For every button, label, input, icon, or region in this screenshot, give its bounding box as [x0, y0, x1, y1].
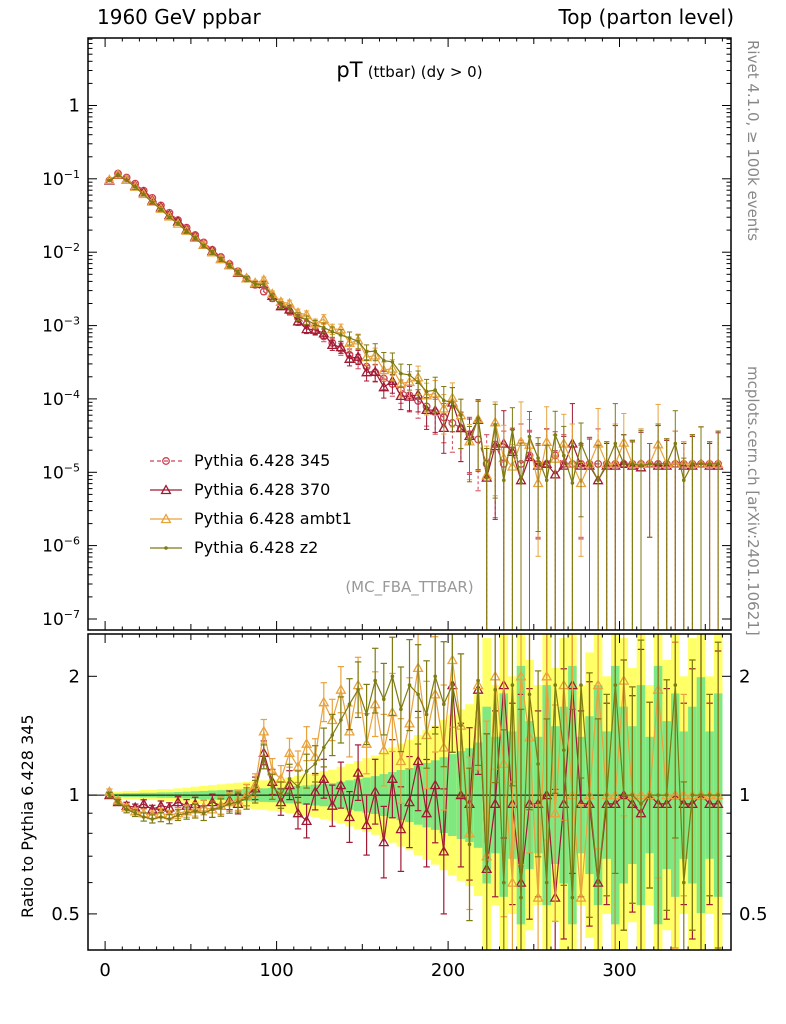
svg-text:0.5: 0.5: [51, 904, 80, 925]
beam-label: 1960 GeV ppbar: [97, 5, 261, 29]
svg-text:1: 1: [69, 785, 80, 806]
legend-label-370: Pythia 6.428 370: [194, 480, 331, 499]
svg-text:10−5: 10−5: [42, 461, 80, 483]
ratio-axis-label: Ratio to Pythia 6.428 345: [18, 714, 37, 918]
mcplots-citation-label: mcplots.cern.ch [arXiv:2401.10621]: [744, 366, 762, 636]
svg-text:0.5: 0.5: [739, 904, 768, 925]
svg-text:1: 1: [739, 785, 750, 806]
legend-marker-345-icon: [150, 456, 182, 465]
svg-text:1: 1: [69, 96, 80, 117]
svg-text:10−2: 10−2: [42, 241, 80, 263]
legend-item-345: Pythia 6.428 345: [148, 446, 352, 475]
svg-text:10−6: 10−6: [42, 535, 80, 557]
legend: Pythia 6.428 345 Pythia 6.428 370 Pythia…: [148, 446, 352, 562]
svg-text:10−4: 10−4: [42, 388, 80, 410]
svg-text:200: 200: [431, 960, 465, 981]
legend-marker-370-icon: [150, 483, 182, 494]
rivet-version-label: Rivet 4.1.0, ≥ 100k events: [744, 40, 762, 242]
observable-cuts: (ttbar) (dy > 0): [367, 63, 483, 81]
legend-item-370: Pythia 6.428 370: [148, 475, 352, 504]
svg-text:10−1: 10−1: [42, 168, 80, 190]
plot-title: pT (ttbar) (dy > 0): [88, 58, 731, 82]
legend-marker-z2-icon: [150, 545, 182, 550]
legend-item-z2: Pythia 6.428 z2: [148, 533, 352, 562]
svg-text:100: 100: [259, 960, 293, 981]
svg-text:0: 0: [99, 960, 110, 981]
analysis-watermark: (MC_FBA_TTBAR): [345, 578, 474, 596]
legend-label-z2: Pythia 6.428 z2: [194, 538, 319, 557]
analysis-label: Top (parton level): [558, 5, 734, 29]
observable-name: pT: [336, 58, 363, 82]
svg-text:2: 2: [69, 666, 80, 687]
legend-marker-ambt1-icon: [150, 512, 182, 523]
legend-label-ambt1: Pythia 6.428 ambt1: [194, 509, 352, 528]
legend-label-345: Pythia 6.428 345: [194, 451, 331, 470]
svg-text:2: 2: [739, 666, 750, 687]
svg-text:10−3: 10−3: [42, 315, 80, 337]
svg-text:10−7: 10−7: [42, 608, 80, 630]
legend-item-ambt1: Pythia 6.428 ambt1: [148, 504, 352, 533]
svg-text:300: 300: [602, 960, 636, 981]
